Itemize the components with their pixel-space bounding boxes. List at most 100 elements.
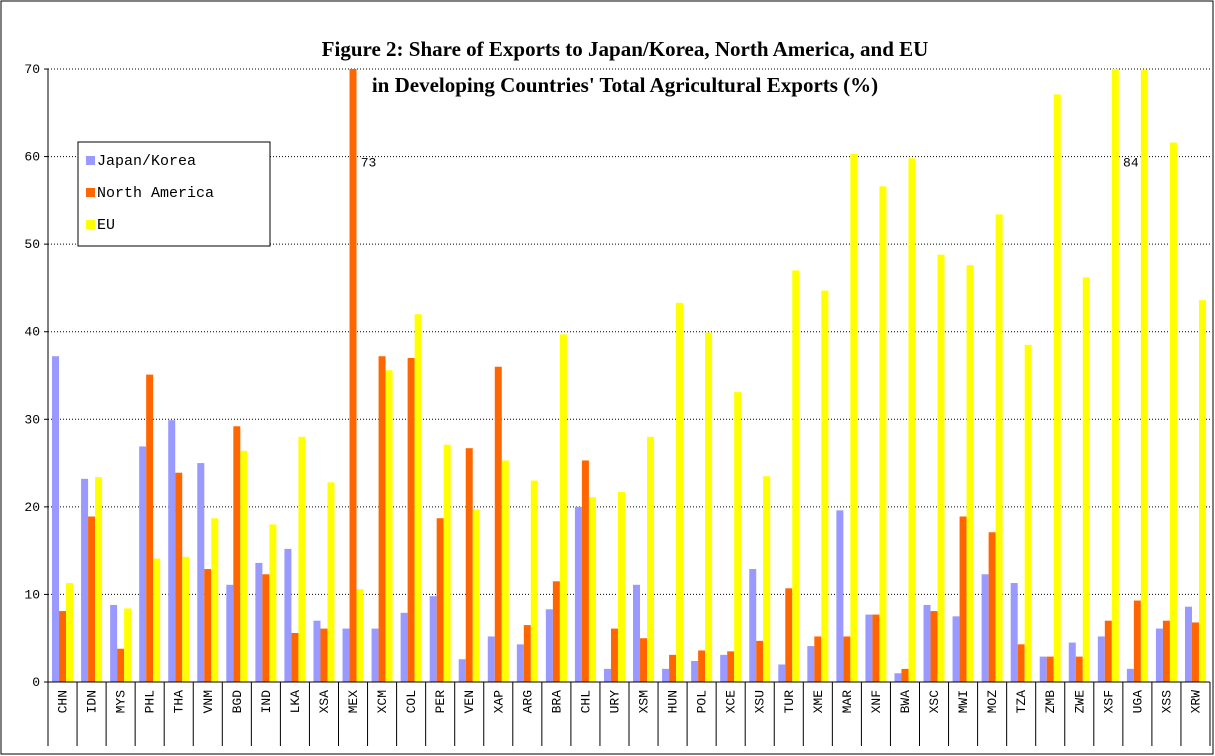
bar [414, 314, 422, 682]
bar [792, 270, 800, 682]
bar [749, 569, 757, 682]
bar [814, 636, 822, 682]
bar [95, 477, 103, 682]
bar [458, 659, 466, 682]
bar [262, 574, 270, 682]
bar [1046, 656, 1054, 682]
bar [146, 374, 154, 682]
bar [385, 370, 393, 682]
bar [313, 620, 321, 682]
bar [836, 510, 844, 682]
x-tick-label: ZMB [1043, 690, 1058, 714]
bar [908, 158, 916, 682]
x-tick-label: PER [433, 690, 448, 714]
x-tick-label: IDN [85, 690, 100, 713]
bar [756, 640, 764, 682]
bar [117, 648, 125, 682]
x-tick-label: ARG [520, 690, 535, 713]
bar [110, 604, 118, 682]
bar [356, 589, 364, 682]
bar [487, 636, 495, 682]
legend-swatch [86, 188, 95, 197]
bar [662, 668, 670, 682]
x-tick-label: XCM [375, 690, 390, 713]
x-tick-label: XSS [1159, 690, 1174, 714]
bar [559, 334, 567, 682]
bar [1039, 656, 1047, 682]
bar [545, 609, 553, 682]
x-tick-label: XME [811, 690, 826, 714]
bar [785, 588, 793, 682]
x-tick-label: THA [172, 690, 187, 714]
y-tick-label: 10 [24, 587, 40, 602]
bar [153, 558, 161, 682]
bar [66, 583, 74, 682]
bar [1053, 94, 1061, 682]
x-tick-label: URY [607, 690, 622, 714]
bar [720, 654, 728, 682]
bar [778, 664, 786, 682]
bar [691, 660, 699, 682]
bar [988, 532, 996, 682]
bar [865, 614, 873, 682]
x-tick-label: XSF [1101, 690, 1116, 713]
y-tick-label: 50 [24, 237, 40, 252]
bar [676, 302, 684, 682]
x-tick-label: XRW [1188, 690, 1203, 714]
bar [298, 436, 306, 682]
bar [1162, 620, 1170, 682]
bar [763, 476, 771, 682]
y-tick-label: 60 [24, 150, 40, 165]
bar [465, 448, 473, 682]
legend-label: EU [97, 217, 115, 234]
bar [291, 632, 299, 682]
bar [1184, 606, 1192, 682]
x-tick-label: TZA [1014, 690, 1029, 714]
y-tick-label: 20 [24, 500, 40, 515]
chart-title: Figure 2: Share of Exports to Japan/Kore… [322, 37, 929, 61]
x-tick-label: XAP [491, 690, 506, 714]
bar [436, 518, 444, 682]
bar [574, 506, 582, 682]
bar [640, 638, 648, 682]
x-tick-label: XSU [753, 690, 768, 713]
bar [342, 628, 350, 682]
bar [124, 608, 132, 682]
bar [327, 482, 335, 682]
bar [523, 625, 531, 682]
bar [705, 332, 713, 682]
bar [139, 446, 147, 682]
bar [734, 392, 742, 682]
bar [52, 356, 60, 682]
bar [1155, 628, 1163, 682]
axes: 0 10 20 30 40 50 60 70 CHN IDN MYS PHL THA VNM BGD IND L… [24, 62, 1211, 746]
bar [1024, 344, 1032, 682]
bar [647, 436, 655, 682]
x-tick-label: ZWE [1072, 690, 1087, 714]
bar [959, 516, 967, 682]
bar [59, 611, 67, 682]
legend-label: Japan/Korea [97, 153, 196, 170]
bar [472, 509, 480, 682]
bar [407, 357, 415, 682]
bar [494, 366, 502, 682]
x-tick-label: MOZ [985, 690, 1000, 714]
legend-box [77, 141, 271, 247]
bar [901, 668, 909, 682]
bar [1097, 636, 1105, 682]
x-tick-label: IND [259, 690, 274, 714]
x-tick-label: BWA [898, 690, 913, 714]
x-tick-label: BRA [549, 690, 564, 714]
x-tick-label: XSC [927, 690, 942, 714]
bar [552, 581, 560, 682]
bar [530, 480, 538, 682]
bar [603, 668, 611, 682]
bar [843, 636, 851, 682]
bar [821, 290, 829, 682]
bar [501, 460, 509, 682]
bar [1017, 644, 1025, 682]
bar [269, 524, 277, 682]
bar [1133, 600, 1141, 682]
x-tick-label: VNM [201, 690, 216, 713]
